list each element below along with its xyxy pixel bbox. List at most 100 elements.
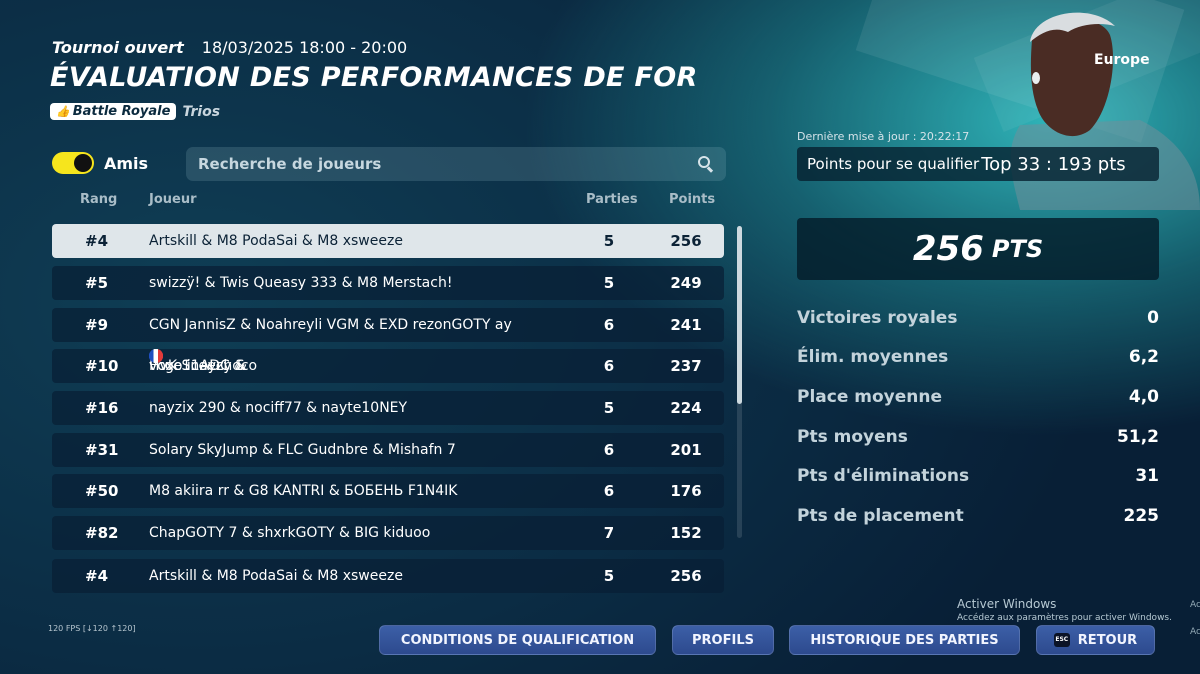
scrollbar-thumb[interactable] (737, 226, 742, 404)
thumbs-up-icon: 👍 (56, 105, 70, 118)
mode-tags: 👍 Battle Royale Trios (50, 103, 220, 120)
button-label: PROFILS (692, 632, 754, 648)
button-label: CONDITIONS DE QUALIFICATION (400, 632, 635, 648)
row-games: 6 (603, 482, 615, 500)
row-rank: #9 (85, 316, 109, 334)
row-player: CGN JannisZ & Noahreyli VGM & EXD rezonG… (149, 317, 512, 333)
player-name: HvK Snayzy & (149, 358, 248, 374)
row-rank: #10 (85, 357, 119, 375)
stat-value: 51,2 (1117, 427, 1159, 447)
column-games: Parties (586, 192, 638, 207)
stat-row: Pts de placement 225 (797, 506, 1159, 530)
stat-row: Place moyenne 4,0 (797, 387, 1159, 411)
row-games: 6 (603, 441, 615, 459)
stat-label: Élim. moyennes (797, 347, 949, 367)
row-points: 241 (670, 316, 702, 334)
column-rank: Rang (80, 192, 118, 207)
leaderboard-row[interactable]: #4 Artskill & M8 PodaSai & M8 xsweeze 5 … (52, 224, 724, 258)
background-shard (973, 0, 1200, 133)
france-flag-icon (149, 349, 163, 363)
activation-title: Activer Windows (957, 597, 1057, 611)
row-rank: #4 (85, 567, 109, 585)
search-icon[interactable] (698, 156, 714, 173)
stat-value: 6,2 (1128, 347, 1159, 367)
region-label: Europe (1094, 52, 1150, 68)
tournament-header: Tournoi ouvert 18/03/2025 18:00 - 20:00 (52, 38, 407, 57)
leaderboard-row[interactable]: #9 CGN JannisZ & Noahreyli VGM & EXD rez… (52, 308, 724, 342)
profiles-button[interactable]: PROFILS (672, 625, 774, 655)
team-size-tag: Trios (182, 103, 221, 120)
edge-text: Ac (1190, 600, 1200, 610)
stat-label: Place moyenne (797, 387, 943, 407)
stat-row: Élim. moyennes 6,2 (797, 347, 1159, 371)
row-rank: #5 (85, 274, 109, 292)
leaderboard-row[interactable]: #82 ChapGOTY 7 & shxrkGOTY & BIG kiduoo … (52, 516, 724, 550)
stat-value: 4,0 (1128, 387, 1159, 407)
toggle-knob (74, 154, 92, 172)
leaderboard-scrollbar[interactable] (737, 226, 742, 538)
leaderboard-row-pinned[interactable]: #4 Artskill & M8 PodaSai & M8 xsweeze 5 … (52, 559, 724, 593)
qualify-label: Points pour se qualifier (807, 155, 980, 173)
friends-filter[interactable]: Amis (52, 152, 148, 174)
row-games: 7 (603, 524, 615, 542)
row-player: Artskill & M8 PodaSai & M8 xsweeze (149, 568, 403, 584)
leaderboard-row[interactable]: #50 M8 akiira rr & G8 KANTRI & БОБЕНЬ F1… (52, 474, 724, 508)
row-player: M8 akiira rr & G8 KANTRI & БОБЕНЬ F1N4IK (149, 483, 458, 499)
edge-text: Ac (1190, 627, 1200, 637)
row-points: 176 (670, 482, 702, 500)
row-points: 224 (670, 399, 702, 417)
row-games: 6 (603, 357, 615, 375)
player-search[interactable] (186, 147, 726, 181)
leaderboard-row[interactable]: #10 HvK Snayzy & voxe11ADC & vcgo iceech… (52, 349, 724, 383)
search-input[interactable] (198, 155, 698, 173)
qualify-threshold: Points pour se qualifier Top 33 : 193 pt… (797, 147, 1159, 181)
windows-activation-watermark: Activer Windows Accédez aux paramètres p… (957, 597, 1172, 623)
row-rank: #50 (85, 482, 119, 500)
leaderboard-row[interactable]: #31 Solary SkyJump & FLC Gudnbre & Misha… (52, 433, 724, 467)
row-games: 5 (603, 232, 615, 250)
qualification-conditions-button[interactable]: CONDITIONS DE QUALIFICATION (379, 625, 656, 655)
row-player: Solary SkyJump & FLC Gudnbre & Mishafn 7 (149, 442, 456, 458)
tournament-datetime: 18/03/2025 18:00 - 20:00 (201, 38, 408, 57)
last-update: Dernière mise à jour : 20:22:17 (797, 130, 970, 143)
esc-key-icon: ESC (1053, 633, 1070, 647)
row-player: nayzix 290 & nociff77 & nayte10NEY (149, 400, 408, 416)
leaderboard-row[interactable]: #5 swizzÿ! & Twis Queasy 333 & M8 Mersta… (52, 266, 724, 300)
stat-label: Pts moyens (797, 427, 908, 447)
back-button[interactable]: ESC RETOUR (1036, 625, 1155, 655)
row-points: 152 (670, 524, 702, 542)
column-player: Joueur (149, 192, 197, 207)
stat-value: 225 (1123, 506, 1160, 526)
row-games: 6 (603, 316, 615, 334)
stat-value: 31 (1135, 466, 1159, 486)
stat-label: Pts de placement (797, 506, 964, 526)
row-points: 249 (670, 274, 702, 292)
score-value: 256 (912, 229, 984, 269)
background-shard (855, 0, 1185, 143)
player-name: voxe11ADC & (149, 358, 246, 374)
row-points: 201 (670, 441, 702, 459)
score-unit: PTS (991, 235, 1044, 263)
column-points: Points (669, 192, 716, 207)
stat-row: Pts d'éliminations 31 (797, 466, 1159, 490)
friends-toggle[interactable] (52, 152, 94, 174)
stat-label: Pts d'éliminations (797, 466, 970, 486)
qualify-value: Top 33 : 193 pts (981, 153, 1126, 175)
row-points: 237 (670, 357, 702, 375)
row-games: 5 (603, 274, 615, 292)
leaderboard-header: Rang Joueur Parties Points (52, 192, 724, 210)
row-rank: #16 (85, 399, 119, 417)
row-points: 256 (670, 232, 702, 250)
stat-value: 0 (1147, 308, 1159, 328)
row-rank: #31 (85, 441, 119, 459)
row-points: 256 (670, 567, 702, 585)
stat-row: Pts moyens 51,2 (797, 427, 1159, 451)
friends-toggle-label: Amis (104, 153, 149, 173)
match-history-button[interactable]: HISTORIQUE DES PARTIES (789, 625, 1020, 655)
row-rank: #4 (85, 232, 109, 250)
row-games: 5 (603, 399, 615, 417)
battle-royale-tag: 👍 Battle Royale (50, 103, 177, 120)
button-label: RETOUR (1077, 632, 1138, 648)
row-player: swizzÿ! & Twis Queasy 333 & M8 Merstach! (149, 275, 453, 291)
leaderboard-row[interactable]: #16 nayzix 290 & nociff77 & nayte10NEY 5… (52, 391, 724, 425)
